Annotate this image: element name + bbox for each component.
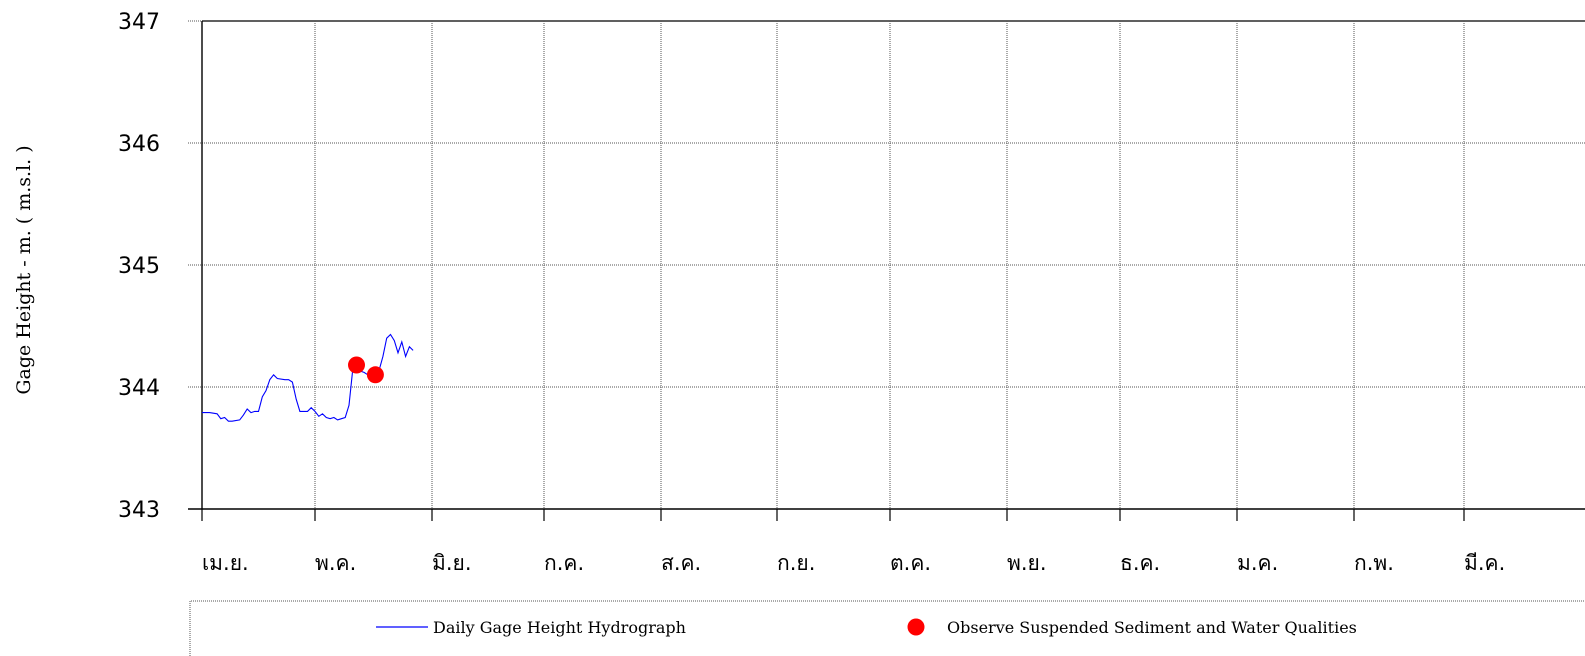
y-tick-label: 347 [118, 10, 160, 35]
x-ticks: เม.ย. พ.ค. มิ.ย. ก.ค. ส.ค. ก.ย. ต.ค. พ.ย. ธ.ค. ม.… [201, 509, 1505, 575]
plot-area [202, 333, 414, 422]
observation-point [366, 366, 384, 384]
x-tick-label: ต.ค. [890, 551, 931, 575]
x-tick-label: ก.ย. [777, 551, 815, 575]
x-tick-label: ส.ค. [661, 551, 701, 575]
grid [188, 20, 1585, 510]
y-tick-label: 346 [118, 132, 160, 157]
x-tick-label: มี.ค. [1464, 551, 1505, 575]
legend-label-observations: Observe Suspended Sediment and Water Qua… [947, 618, 1357, 637]
x-tick-label: พ.ย. [1007, 551, 1047, 575]
x-tick-label: พ.ค. [315, 551, 356, 575]
x-tick-label: ธ.ค. [1120, 551, 1160, 575]
y-tick-label: 344 [118, 376, 160, 401]
legend-dot-swatch [907, 618, 925, 636]
x-tick-label: มิ.ย. [432, 551, 472, 575]
y-ticks: 343 344 345 346 347 [118, 10, 160, 523]
legend-border [189, 600, 1585, 656]
x-tick-label: ก.ค. [544, 551, 584, 575]
x-tick-label: ม.ค. [1237, 551, 1278, 575]
y-tick-label: 345 [118, 254, 160, 279]
series-line-hydrograph [202, 333, 414, 422]
observation-point [348, 356, 365, 374]
x-tick-label: ก.พ. [1354, 551, 1394, 575]
legend-label-hydrograph: Daily Gage Height Hydrograph [433, 618, 686, 637]
y-axis-label: Gage Height - m. ( m.s.l. ) [13, 145, 35, 394]
legend: Daily Gage Height Hydrograph Observe Sus… [189, 600, 1585, 656]
x-tick-label: เม.ย. [202, 551, 249, 575]
y-tick-label: 343 [118, 498, 160, 523]
